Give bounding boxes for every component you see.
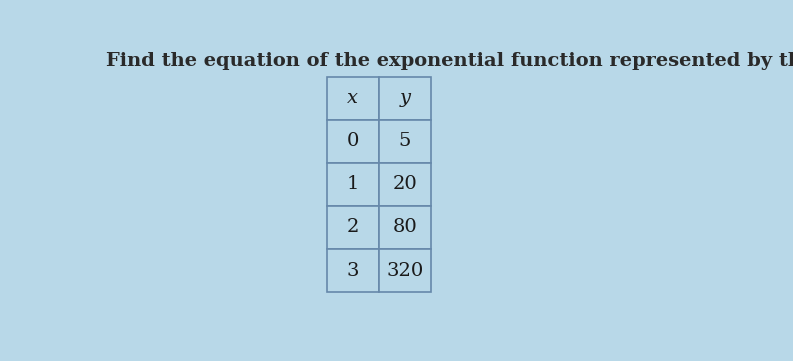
Text: 2: 2 [347, 218, 358, 236]
Bar [327, 120, 379, 163]
Bar [379, 206, 431, 249]
Text: x: x [347, 89, 358, 107]
Bar [327, 249, 379, 292]
Bar [327, 163, 379, 206]
Bar [327, 206, 379, 249]
Bar [327, 77, 379, 120]
Text: 0: 0 [347, 132, 358, 150]
Text: 3: 3 [347, 262, 359, 279]
Text: Find the equation of the exponential function represented by the table below:: Find the equation of the exponential fun… [106, 52, 793, 70]
Bar [379, 249, 431, 292]
Text: 80: 80 [393, 218, 417, 236]
Text: 1: 1 [347, 175, 358, 193]
Bar [379, 77, 431, 120]
Text: y: y [400, 89, 410, 107]
Text: 320: 320 [386, 262, 423, 279]
Text: 5: 5 [399, 132, 411, 150]
Text: 20: 20 [393, 175, 417, 193]
Bar [379, 163, 431, 206]
Bar [379, 120, 431, 163]
